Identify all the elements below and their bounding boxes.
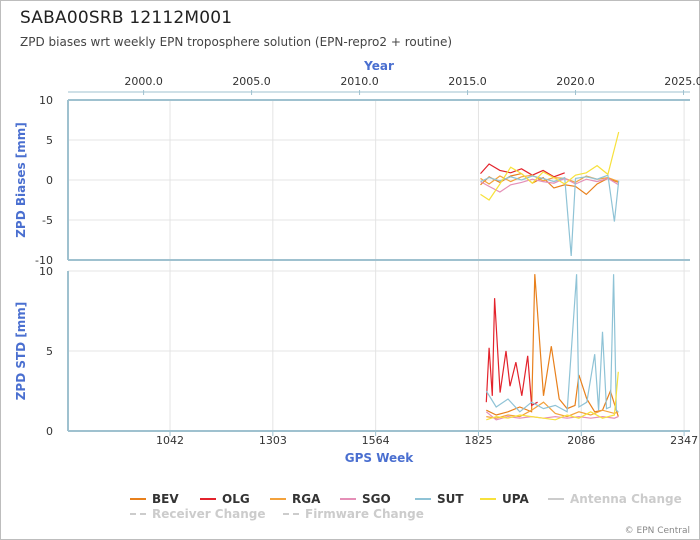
legend-label: RGA: [292, 492, 321, 506]
legend-swatch: [130, 498, 146, 500]
x-tick-label: 1825: [464, 434, 492, 447]
legend-item-receiver-change[interactable]: Receiver Change: [130, 505, 266, 523]
bias-series-olg: [480, 163, 565, 178]
std-series-rga: [486, 401, 619, 419]
y-tick-label: -5: [42, 214, 53, 227]
legend-swatch: [415, 498, 431, 500]
std-series-bev: [486, 274, 619, 417]
legend-swatch: [270, 498, 286, 500]
legend-item-upa[interactable]: UPA: [480, 490, 529, 508]
std-series-olg: [485, 298, 538, 407]
x-tick-label: 1042: [156, 434, 184, 447]
legend-label: Receiver Change: [152, 507, 266, 521]
y-tick-label: 10: [39, 94, 53, 107]
axis-layer: [67, 90, 690, 436]
x-axis-title: GPS Week: [345, 451, 415, 465]
legend-swatch: [548, 498, 564, 500]
legend-label: BEV: [152, 492, 179, 506]
legend-label: UPA: [502, 492, 529, 506]
y-tick-label: 5: [46, 345, 53, 358]
legend-swatch: [283, 513, 299, 515]
std-series-sgo: [485, 411, 619, 421]
y-axis-title-bias: ZPD Biases [mm]: [14, 122, 28, 238]
legend-item-bev[interactable]: BEV: [130, 490, 179, 508]
y-tick-label: 5: [46, 134, 53, 147]
legend-swatch: [340, 498, 356, 500]
chart-title: SABA00SRB 12112M001: [20, 8, 233, 28]
legend-item-sgo[interactable]: SGO: [340, 490, 391, 508]
top-tick-label: 2020.0: [556, 75, 595, 88]
bias-series-sut: [480, 174, 620, 257]
legend-label: Antenna Change: [570, 492, 682, 506]
legend-swatch: [130, 513, 146, 515]
legend-label: SUT: [437, 492, 464, 506]
y-tick-label: 0: [46, 425, 53, 438]
x-tick-label: 2347: [670, 434, 698, 447]
bias-series-upa: [480, 131, 620, 201]
top-tick-label: 2000.0: [124, 75, 163, 88]
legend-item-olg[interactable]: OLG: [200, 490, 250, 508]
legend-item-rga[interactable]: RGA: [270, 490, 320, 508]
legend-item-firmware-change[interactable]: Firmware Change: [283, 505, 424, 523]
y-tick-label: 0: [46, 174, 53, 187]
legend-item-sut[interactable]: SUT: [415, 490, 464, 508]
x-tick-label: 1564: [362, 434, 390, 447]
std-series-upa: [486, 371, 619, 421]
y-tick-label: -10: [35, 254, 53, 267]
bias-series-sgo: [480, 177, 620, 193]
top-tick-label: 2010.0: [340, 75, 379, 88]
top-axis-title: Year: [363, 59, 394, 73]
series-layer: [480, 131, 620, 421]
chart-legend: BEV OLG RGA SGO SUT UPA Antenna Change Receiver…: [0, 488, 700, 524]
legend-swatch: [480, 498, 496, 500]
x-tick-label: 1303: [259, 434, 287, 447]
y-axis-title-std: ZPD STD [mm]: [14, 302, 28, 401]
legend-item-antenna-change[interactable]: Antenna Change: [548, 490, 682, 508]
label-layer: Year GPS Week ZPD Biases [mm] ZPD STD [m…: [14, 59, 700, 465]
legend-label: OLG: [222, 492, 250, 506]
legend-swatch: [200, 498, 216, 500]
top-tick-label: 2005.0: [232, 75, 271, 88]
std-series-sut: [485, 274, 619, 413]
legend-label: SGO: [362, 492, 391, 506]
credits-text: © EPN Central: [624, 526, 690, 536]
y-tick-label: 10: [39, 265, 53, 278]
chart-subtitle: ZPD biases wrt weekly EPN troposphere so…: [20, 35, 453, 49]
legend-label: Firmware Change: [305, 507, 424, 521]
x-tick-label: 2086: [567, 434, 595, 447]
top-tick-label: 2015.0: [448, 75, 487, 88]
top-tick-label: 2025.0: [664, 75, 700, 88]
